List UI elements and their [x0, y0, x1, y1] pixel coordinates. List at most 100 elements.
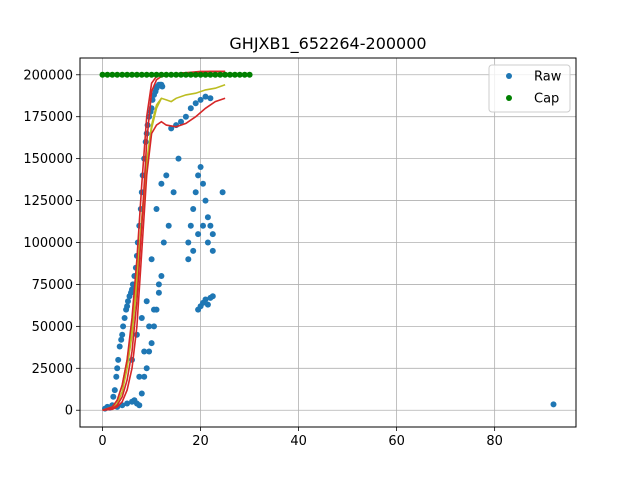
cap-point: [217, 71, 224, 78]
raw-point: [202, 93, 209, 100]
y-tick-label: 175000: [23, 110, 73, 125]
cap-point: [246, 71, 253, 78]
cap-point: [143, 71, 150, 78]
cap-point: [241, 71, 248, 78]
cap-point: [197, 71, 204, 78]
raw-point: [178, 118, 184, 125]
cap-point: [153, 71, 160, 78]
raw-point: [209, 247, 216, 254]
legend: Raw Cap: [488, 64, 571, 113]
raw-point: [163, 172, 170, 179]
series-line-curve-olive: [102, 97, 163, 411]
raw-point: [204, 214, 211, 221]
grid: [80, 58, 576, 427]
cap-point: [192, 71, 199, 78]
raw-point: [115, 356, 122, 363]
cap-point: [182, 71, 189, 78]
x-tick-label: 80: [486, 434, 503, 449]
raw-point: [197, 96, 204, 103]
raw-point: [175, 155, 182, 162]
x-tick-label: 20: [192, 434, 209, 449]
raw-point: [148, 256, 155, 263]
raw-point: [185, 239, 192, 246]
raw-point: [182, 113, 189, 120]
cap-point: [99, 71, 106, 78]
raw-point: [155, 289, 162, 296]
raw-point: [153, 206, 160, 212]
raw-point: [187, 105, 194, 112]
raw-point: [158, 273, 165, 279]
raw-point: [200, 222, 206, 229]
raw-point: [209, 293, 216, 300]
y-tick-label: 75000: [32, 278, 73, 293]
raw-point: [195, 231, 202, 238]
raw-point: [158, 180, 165, 187]
y-tick-label: 200000: [23, 68, 73, 83]
raw-point: [204, 301, 211, 308]
cap-point: [109, 71, 116, 78]
cap-point: [168, 71, 175, 78]
raw-point: [550, 401, 557, 408]
raw-point: [118, 336, 125, 343]
raw-point: [204, 239, 211, 246]
cap-point: [104, 71, 111, 78]
cap-point: [202, 71, 209, 78]
raw-point: [136, 373, 143, 380]
raw-point: [146, 348, 153, 355]
raw-point: [141, 348, 148, 355]
series-cap: [99, 71, 253, 78]
series-layer: [99, 70, 557, 412]
cap-point: [231, 71, 238, 78]
legend-label-raw: Raw: [534, 70, 562, 85]
raw-point: [151, 306, 157, 313]
cap-point: [158, 71, 165, 78]
cap-point: [178, 71, 184, 78]
raw-point: [114, 365, 121, 372]
y-tick-label: 25000: [32, 362, 73, 377]
raw-point: [202, 197, 209, 204]
cap-point: [124, 71, 131, 78]
y-tick-label: 100000: [23, 236, 73, 251]
raw-point: [148, 340, 155, 347]
raw-point: [113, 373, 120, 380]
legend-marker-cap: [506, 95, 512, 101]
cap-point: [222, 71, 229, 78]
cap-point: [148, 71, 155, 78]
raw-point: [120, 323, 127, 330]
raw-point: [160, 239, 167, 246]
legend-label-cap: Cap: [534, 92, 559, 107]
raw-point: [121, 315, 128, 321]
series-line-curve-red: [102, 70, 226, 411]
cap-point: [129, 71, 135, 78]
raw-point: [138, 390, 145, 397]
raw-point: [138, 315, 145, 321]
raw-point: [165, 222, 172, 229]
legend-marker-raw: [506, 73, 512, 79]
raw-point: [143, 365, 150, 372]
cap-point: [187, 71, 194, 78]
cap-point: [163, 71, 170, 78]
raw-point: [136, 402, 143, 409]
raw-point: [187, 222, 194, 229]
cap-point: [236, 71, 243, 78]
raw-point: [219, 189, 226, 196]
cap-point: [212, 71, 219, 78]
raw-point: [124, 303, 131, 310]
y-tick-label: 0: [65, 404, 73, 419]
cap-point: [133, 71, 140, 78]
raw-point: [209, 231, 216, 238]
raw-point: [155, 281, 162, 288]
axis-ticks: 0 20 40 60 80 0 25000 50000 75000 100000 125000 150…: [23, 68, 503, 449]
raw-point: [202, 296, 209, 303]
cap-point: [119, 71, 126, 78]
x-tick-label: 40: [290, 434, 307, 449]
cap-point: [227, 71, 233, 78]
cap-point: [207, 71, 214, 78]
raw-point: [151, 323, 157, 330]
raw-point: [159, 83, 166, 90]
raw-point: [119, 331, 126, 338]
raw-point: [124, 400, 131, 407]
cap-point: [114, 71, 121, 78]
x-tick-label: 60: [388, 434, 405, 449]
